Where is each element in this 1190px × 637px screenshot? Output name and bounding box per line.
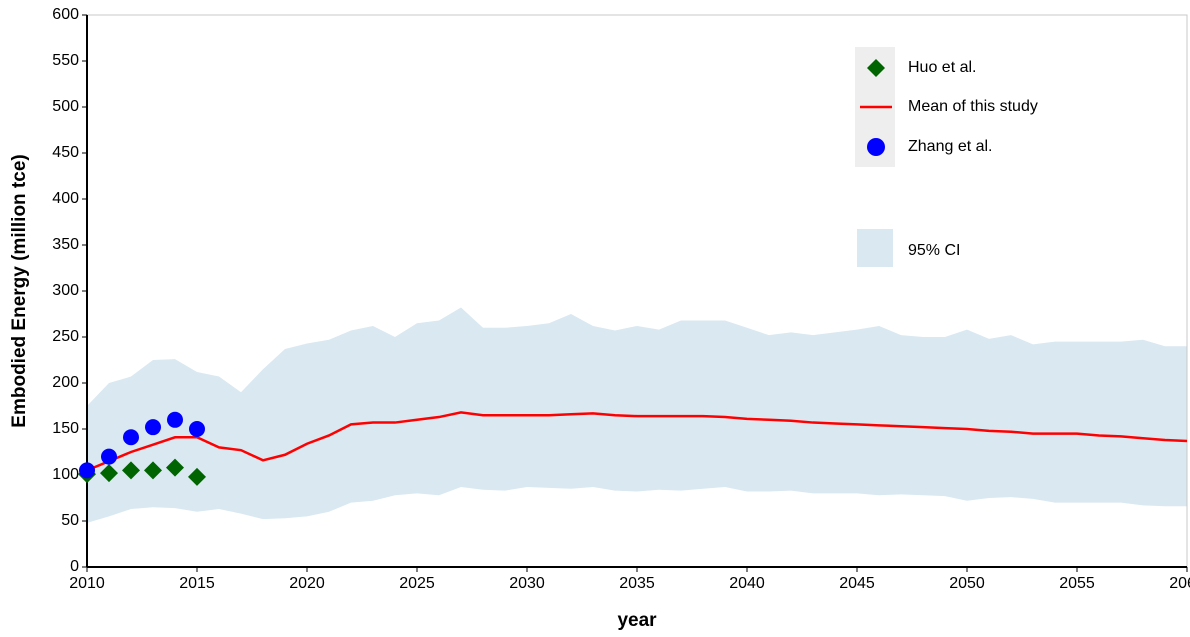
zhang-point [145, 419, 161, 436]
x-tick-label: 2045 [839, 575, 875, 592]
y-tick-label: 350 [52, 236, 79, 253]
zhang-point [123, 429, 139, 446]
y-tick-label: 450 [52, 144, 79, 161]
x-tick-label: 2025 [399, 575, 435, 592]
huo-point [122, 461, 140, 480]
zhang-point [167, 411, 183, 428]
y-axis-title: Embodied Energy (million tce) [9, 154, 30, 427]
y-tick-label: 400 [52, 190, 79, 207]
huo-point [100, 464, 118, 483]
legend-label: Zhang et al. [908, 138, 993, 155]
y-tick-label: 550 [52, 52, 79, 69]
y-tick-label: 300 [52, 282, 79, 299]
x-tick-label: 2015 [179, 575, 215, 592]
mean-line [86, 411, 1188, 472]
x-axis-title: year [617, 610, 657, 631]
huo-point [144, 461, 162, 480]
zhang-point [189, 421, 205, 437]
x-tick-label: 2020 [289, 575, 325, 592]
y-tick-label: 600 [52, 6, 79, 23]
legend-marker [867, 138, 885, 156]
y-tick-label: 100 [52, 466, 79, 483]
zhang-point [79, 462, 95, 479]
x-tick-label: 2060 [1169, 575, 1190, 592]
huo-point [188, 467, 206, 486]
y-tick-label: 250 [52, 328, 79, 345]
x-tick-label: 2040 [729, 575, 765, 592]
legend-label: 95% CI [908, 242, 960, 259]
x-tick-label: 2030 [509, 575, 545, 592]
legend-marker [867, 59, 885, 77]
y-tick-label: 500 [52, 98, 79, 115]
x-tick-label: 2035 [619, 575, 655, 592]
y-tick-label: 50 [61, 512, 79, 529]
y-tick-label: 0 [70, 558, 79, 575]
legend-label: Mean of this study [908, 98, 1038, 115]
legend-label: Huo et al. [908, 59, 976, 76]
legend-swatch [857, 229, 893, 267]
x-tick-label: 2050 [949, 575, 985, 592]
huo-point [166, 458, 184, 477]
x-tick-label: 2055 [1059, 575, 1095, 592]
zhang-point [101, 448, 117, 465]
y-tick-label: 200 [52, 374, 79, 391]
x-tick-label: 2010 [69, 575, 105, 592]
y-tick-label: 150 [52, 420, 79, 437]
